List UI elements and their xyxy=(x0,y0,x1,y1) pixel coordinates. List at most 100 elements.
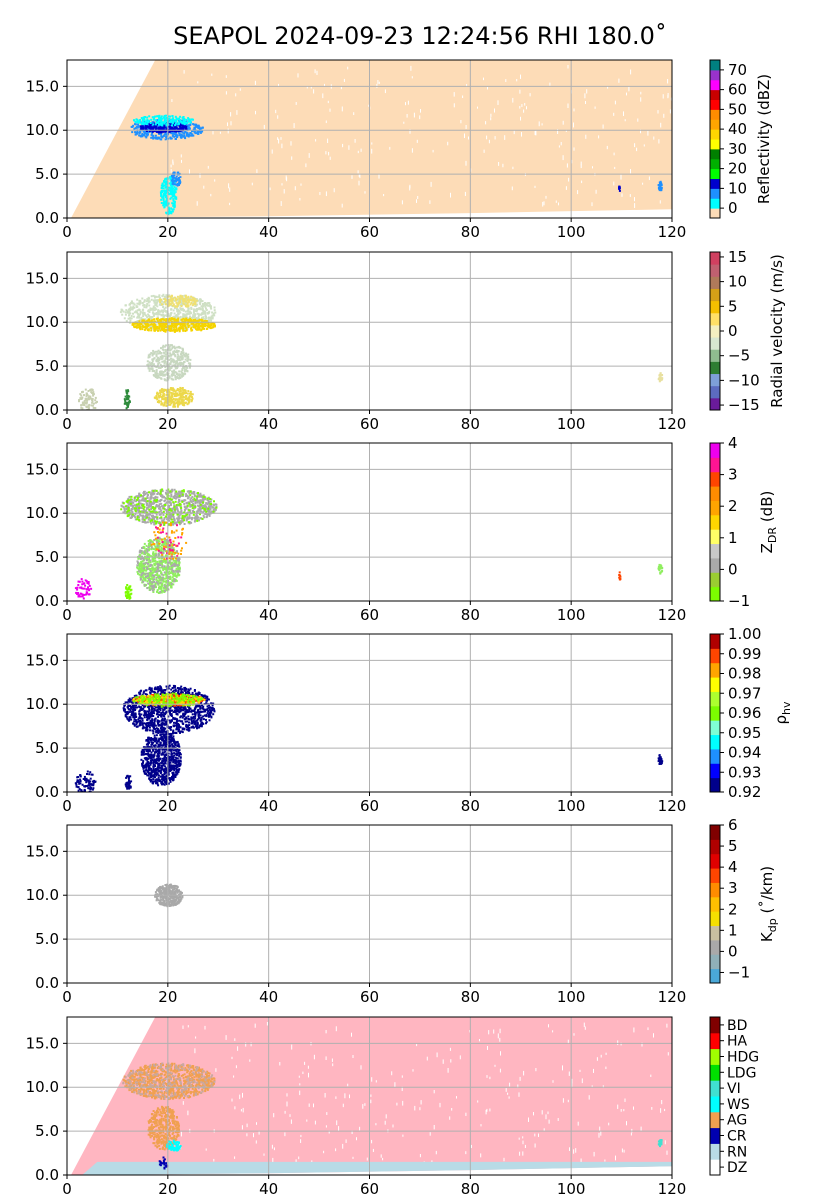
x-tick-label: 20 xyxy=(158,223,177,241)
velocity-cell xyxy=(85,389,87,391)
velocity-cell xyxy=(193,326,195,328)
velocity-cell xyxy=(155,374,157,376)
velocity-cell xyxy=(201,328,203,330)
velocity-cell xyxy=(153,315,155,317)
velocity-cell xyxy=(152,311,154,313)
zdr-cell xyxy=(152,510,154,512)
echo-cell xyxy=(172,211,174,213)
zdr-cell xyxy=(138,507,140,509)
speckle xyxy=(405,102,406,105)
velocity-cell xyxy=(163,310,165,312)
zdr-cell xyxy=(178,522,180,524)
speckle xyxy=(535,186,536,188)
velocity-cell xyxy=(161,327,163,329)
speckle xyxy=(416,199,417,203)
zdr-cell xyxy=(179,491,181,493)
echo-cell xyxy=(191,133,193,135)
echo-cell xyxy=(178,121,180,123)
velocity-cell xyxy=(192,323,194,325)
velocity-cell xyxy=(80,398,82,400)
speckle xyxy=(315,139,316,141)
speckle xyxy=(625,119,626,121)
velocity-cell xyxy=(92,393,94,395)
velocity-cell xyxy=(144,329,146,331)
speckle xyxy=(530,93,531,96)
zdr-cell xyxy=(206,516,208,518)
velocity-cell xyxy=(140,302,142,304)
speckle xyxy=(563,155,564,160)
speckle xyxy=(208,166,209,169)
velocity-cell xyxy=(182,389,184,391)
speckle xyxy=(535,131,536,136)
speckle xyxy=(417,196,418,199)
velocity-cell xyxy=(162,357,164,359)
zdr-cell xyxy=(171,519,173,521)
x-tick-label: 20 xyxy=(158,415,177,433)
velocity-cell xyxy=(183,300,185,302)
zdr-cell xyxy=(172,501,174,503)
velocity-cell xyxy=(170,363,172,365)
velocity-cell xyxy=(78,400,80,402)
zdr-cell xyxy=(137,573,139,575)
zdr-cell xyxy=(160,516,162,518)
zdr-cell xyxy=(146,517,148,519)
speckle xyxy=(489,140,490,143)
echo-cell xyxy=(152,123,154,125)
velocity-cell xyxy=(163,404,165,406)
velocity-cell xyxy=(187,296,189,298)
velocity-cell xyxy=(173,309,175,311)
zdr-cell xyxy=(190,497,192,499)
speckle xyxy=(228,183,229,188)
velocity-cell xyxy=(164,301,166,303)
velocity-cell xyxy=(174,313,176,315)
velocity-cell xyxy=(179,327,181,329)
velocity-cell xyxy=(132,313,134,315)
speckle xyxy=(454,92,455,97)
colorbar-segment xyxy=(710,276,720,289)
speckle xyxy=(558,203,559,206)
echo-cell xyxy=(165,193,167,195)
velocity-cell xyxy=(136,299,138,301)
colorbar-tick-label: −15 xyxy=(728,396,760,414)
zdr-cell xyxy=(203,496,205,498)
velocity-cell xyxy=(207,324,209,326)
velocity-cell xyxy=(160,391,162,393)
velocity-cell xyxy=(152,370,154,372)
echo-cell xyxy=(175,116,177,118)
zdr-cell xyxy=(180,507,182,509)
velocity-cell xyxy=(151,320,153,322)
speckle xyxy=(361,149,362,152)
velocity-cell xyxy=(154,296,156,298)
velocity-cell xyxy=(94,399,96,401)
echo-cell xyxy=(170,188,172,190)
speckle xyxy=(626,93,627,96)
zdr-cell xyxy=(152,506,154,508)
zdr-cell xyxy=(176,494,178,496)
speckle xyxy=(514,131,515,135)
velocity-cell xyxy=(192,316,194,318)
echo-cell xyxy=(192,123,194,125)
velocity-cell xyxy=(169,318,171,320)
speckle xyxy=(658,139,659,143)
zdr-cell xyxy=(144,493,146,495)
velocity-cell xyxy=(120,311,122,313)
echo-cell xyxy=(172,127,174,129)
zdr-cell xyxy=(206,503,208,505)
speckle xyxy=(512,187,513,191)
speckle xyxy=(235,93,236,96)
speckle xyxy=(581,165,582,169)
zdr-cell xyxy=(210,501,212,503)
echo-cell xyxy=(162,121,164,123)
velocity-cell xyxy=(163,316,165,318)
velocity-cell xyxy=(86,393,88,395)
echo-cell xyxy=(163,202,165,204)
velocity-cell xyxy=(145,306,147,308)
velocity-cell xyxy=(177,377,179,379)
zdr-cell xyxy=(142,498,144,500)
echo-cell xyxy=(166,180,168,182)
speckle xyxy=(305,163,306,167)
colorbar-segment xyxy=(710,264,720,277)
echo-cell xyxy=(131,131,133,133)
